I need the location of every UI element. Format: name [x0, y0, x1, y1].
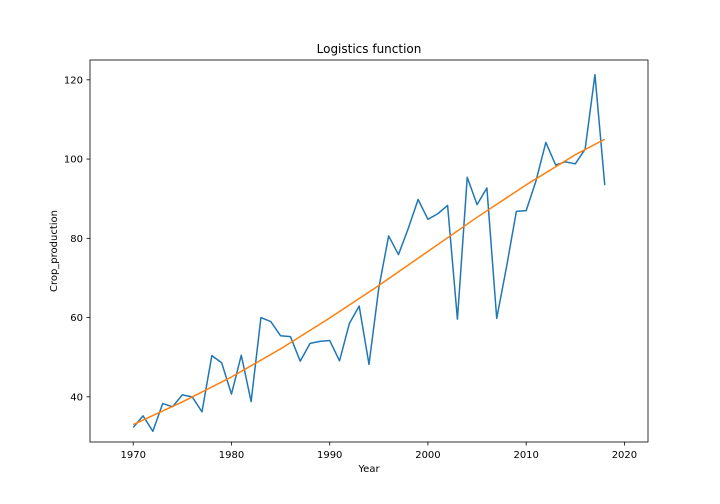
y-tick-label: 100 [64, 155, 83, 166]
series-line-1 [132, 73, 606, 433]
plot-area: 1970 1980 1990 2000 2010 2020 40 60 80 100 120 [64, 59, 649, 461]
chart-title: Logistics function [317, 42, 422, 56]
x-tick-label: 1970 [120, 450, 145, 461]
x-tick-label: 1990 [317, 450, 342, 461]
y-tick-label: 40 [70, 392, 83, 403]
y-axis-label: Crop_production [49, 210, 60, 292]
x-axis-ticks: 1970 1980 1990 2000 2010 2020 [120, 442, 637, 461]
x-tick-label: 1980 [219, 450, 244, 461]
x-tick-label: 2000 [415, 450, 440, 461]
axes-frame [89, 59, 649, 443]
y-axis-ticks: 40 60 80 100 120 [64, 75, 90, 403]
x-axis-label: Year [357, 464, 380, 475]
y-tick-label: 60 [70, 313, 83, 324]
y-tick-label: 120 [64, 75, 83, 86]
y-tick-label: 80 [70, 234, 83, 245]
x-tick-label: 2010 [513, 450, 538, 461]
series-line-2 [132, 138, 606, 426]
x-tick-label: 2020 [612, 450, 637, 461]
series-lines [132, 73, 606, 433]
